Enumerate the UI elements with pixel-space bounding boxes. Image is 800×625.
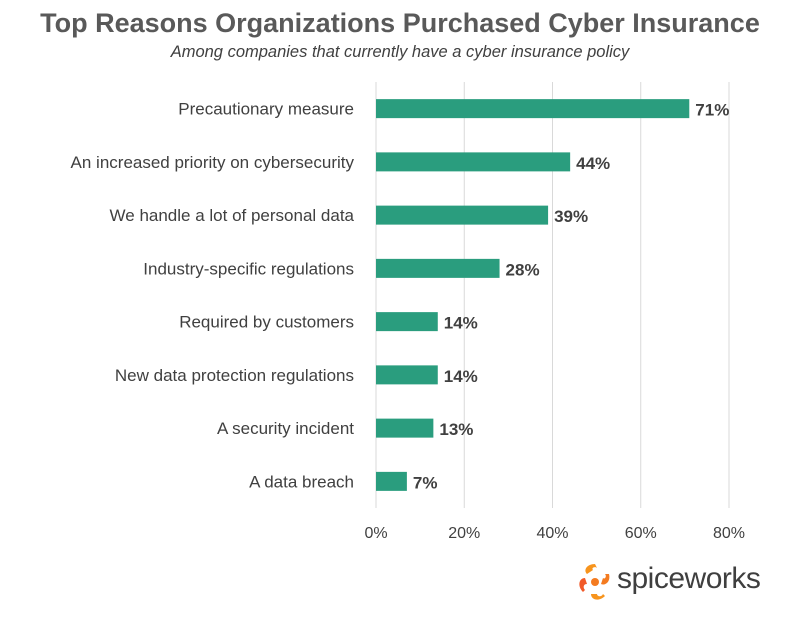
bar-chart: Precautionary measure An increased priori… (71, 82, 745, 542)
value-label: 44% (576, 154, 610, 173)
category-label: A data breach (249, 472, 354, 491)
x-tick-label: 80% (713, 525, 745, 542)
spiceworks-logo: spiceworks (575, 560, 775, 606)
x-tick-label: 20% (448, 525, 480, 542)
x-tick-label: 40% (536, 525, 568, 542)
spiceworks-swirl-icon (579, 564, 610, 600)
value-label: 28% (506, 260, 540, 279)
bar (376, 205, 549, 225)
bar (376, 99, 690, 119)
bar (376, 418, 434, 438)
bar (376, 471, 407, 491)
brand-name: spiceworks (617, 562, 761, 595)
category-labels: Precautionary measure An increased priori… (71, 100, 355, 492)
category-label: We handle a lot of personal data (110, 206, 355, 225)
chart-subtitle: Among companies that currently have a cy… (170, 43, 630, 61)
bar (376, 312, 438, 332)
bars (376, 99, 690, 491)
value-label: 39% (554, 207, 588, 226)
bar (376, 258, 500, 278)
value-label: 7% (413, 473, 438, 492)
category-label: A security incident (217, 419, 354, 438)
category-label: Industry-specific regulations (143, 259, 354, 278)
category-label: New data protection regulations (115, 366, 354, 385)
value-labels: 71% 44% 39% 28% 14% 14% 13% 7% (413, 101, 729, 493)
value-label: 14% (444, 314, 478, 333)
gridlines (375, 82, 730, 508)
value-label: 71% (695, 101, 729, 120)
category-label: An increased priority on cybersecurity (71, 153, 355, 172)
x-tick-label: 60% (625, 525, 657, 542)
bar (376, 152, 571, 172)
x-axis-ticks: 0% 20% 40% 60% 80% (364, 525, 745, 542)
category-label: Required by customers (179, 313, 354, 332)
value-label: 14% (444, 367, 478, 386)
chart-title: Top Reasons Organizations Purchased Cybe… (40, 8, 760, 38)
x-tick-label: 0% (364, 525, 387, 542)
bar (376, 365, 438, 385)
value-label: 13% (439, 420, 473, 439)
category-label: Precautionary measure (178, 100, 354, 119)
